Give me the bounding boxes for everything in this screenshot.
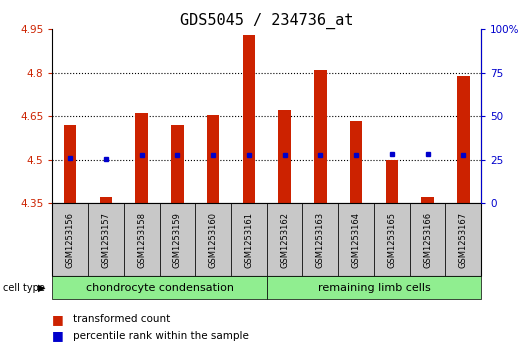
Bar: [302, 203, 338, 276]
Bar: [267, 276, 481, 299]
Bar: [135, 113, 148, 203]
Bar: [267, 203, 302, 276]
Bar: [124, 203, 160, 276]
Text: chondrocyte condensation: chondrocyte condensation: [86, 283, 233, 293]
Text: GSM1253167: GSM1253167: [459, 212, 468, 268]
Bar: [160, 203, 195, 276]
Text: transformed count: transformed count: [73, 314, 170, 325]
Text: GSM1253163: GSM1253163: [316, 212, 325, 268]
Bar: [338, 203, 374, 276]
Text: ■: ■: [52, 313, 64, 326]
Bar: [64, 125, 76, 203]
Bar: [422, 197, 434, 203]
Bar: [88, 203, 124, 276]
Text: percentile rank within the sample: percentile rank within the sample: [73, 331, 249, 341]
Bar: [52, 203, 88, 276]
Bar: [385, 160, 398, 203]
Bar: [195, 203, 231, 276]
Text: GSM1253162: GSM1253162: [280, 212, 289, 268]
Text: remaining limb cells: remaining limb cells: [317, 283, 430, 293]
Bar: [171, 125, 184, 203]
Bar: [100, 197, 112, 203]
Text: GSM1253156: GSM1253156: [66, 212, 75, 268]
Text: ■: ■: [52, 329, 64, 342]
Bar: [410, 203, 446, 276]
Bar: [207, 115, 219, 203]
Bar: [243, 35, 255, 203]
Text: GSM1253160: GSM1253160: [209, 212, 218, 268]
Bar: [278, 110, 291, 203]
Text: GSM1253157: GSM1253157: [101, 212, 110, 268]
Text: GSM1253166: GSM1253166: [423, 212, 432, 268]
Bar: [314, 70, 326, 203]
Text: GSM1253158: GSM1253158: [137, 212, 146, 268]
Bar: [52, 276, 267, 299]
Text: cell type: cell type: [3, 283, 44, 293]
Bar: [457, 76, 470, 203]
Text: ▶: ▶: [38, 283, 45, 293]
Bar: [231, 203, 267, 276]
Text: GSM1253165: GSM1253165: [388, 212, 396, 268]
Text: GSM1253159: GSM1253159: [173, 212, 182, 268]
Text: GSM1253164: GSM1253164: [351, 212, 360, 268]
Bar: [446, 203, 481, 276]
Bar: [374, 203, 410, 276]
Text: GSM1253161: GSM1253161: [244, 212, 253, 268]
Title: GDS5045 / 234736_at: GDS5045 / 234736_at: [180, 13, 354, 29]
Bar: [350, 121, 362, 203]
